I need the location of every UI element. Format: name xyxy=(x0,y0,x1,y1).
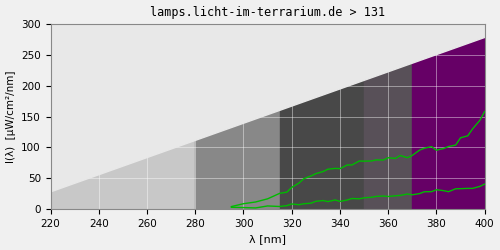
Y-axis label: I(λ)  [µW/cm²/nm]: I(λ) [µW/cm²/nm] xyxy=(6,70,16,163)
X-axis label: λ [nm]: λ [nm] xyxy=(249,234,286,244)
Title: lamps.licht-im-terrarium.de > 131: lamps.licht-im-terrarium.de > 131 xyxy=(150,6,385,18)
Polygon shape xyxy=(50,24,484,192)
